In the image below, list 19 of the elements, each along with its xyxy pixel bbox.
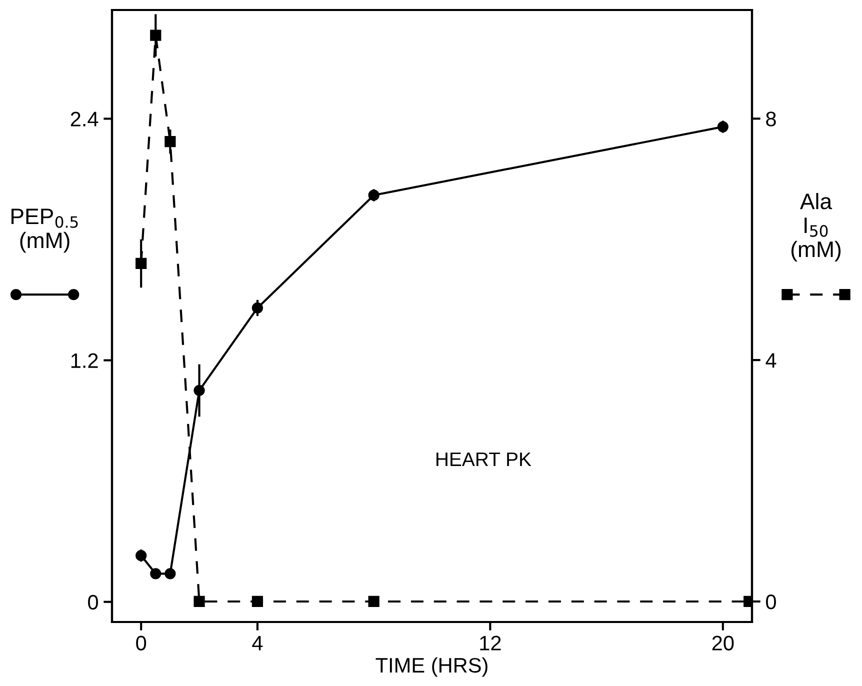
y-tick-label: 2.4 — [70, 112, 98, 126]
x-tick-label: 12 — [480, 636, 501, 650]
x-tick-label: 20 — [712, 636, 734, 650]
x-tick-label: 4 — [252, 636, 263, 650]
point — [164, 568, 176, 580]
point — [150, 568, 162, 580]
point — [194, 596, 205, 608]
y2-tick-label: 4 — [766, 353, 776, 368]
y2-axis-title: Ala I$_{50}$ (mM) — [791, 192, 841, 262]
y-tick-label: 1.2 — [71, 353, 98, 368]
annotation: HEART PK — [436, 452, 532, 466]
x-tick-label: 0 — [136, 636, 146, 650]
y2-tick-label: 8 — [766, 112, 776, 126]
point — [252, 596, 264, 608]
y-axis-title: PEP$_{0.5}$ (mM) — [12, 208, 78, 253]
y-tick-label: 0 — [88, 594, 98, 610]
x-axis-title: TIME (HRS) — [376, 657, 488, 677]
y2-tick-label: 0 — [766, 594, 776, 610]
point — [368, 596, 380, 608]
